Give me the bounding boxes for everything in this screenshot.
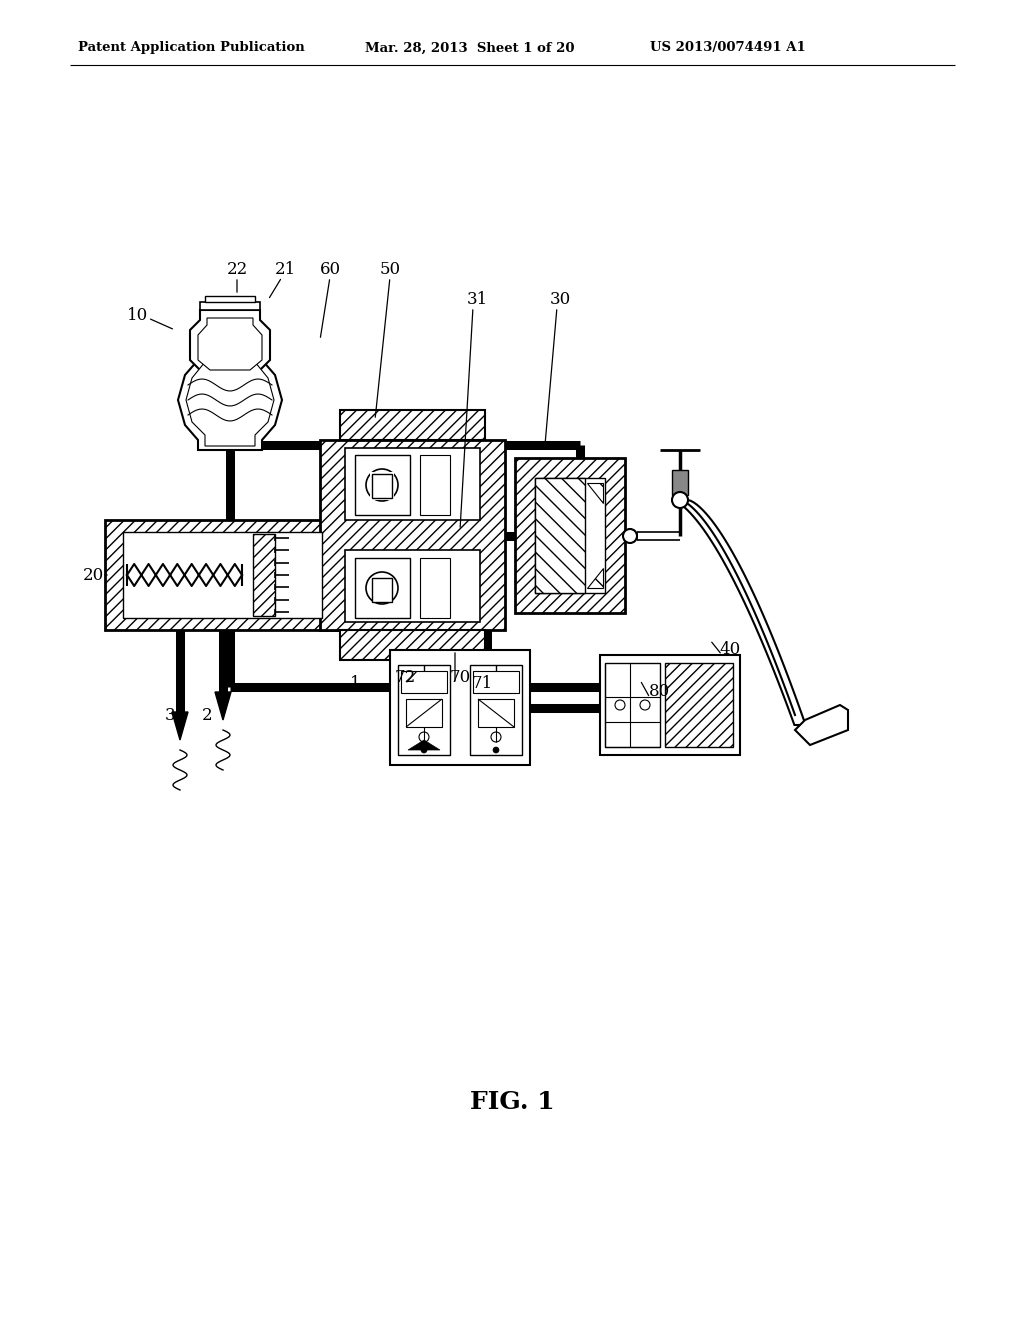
Text: Patent Application Publication: Patent Application Publication xyxy=(78,41,305,54)
Text: 1: 1 xyxy=(349,676,360,693)
Polygon shape xyxy=(672,500,806,725)
Bar xyxy=(105,520,340,630)
Text: FIG. 1: FIG. 1 xyxy=(470,1090,554,1114)
Circle shape xyxy=(421,747,427,752)
Text: 31: 31 xyxy=(466,292,487,309)
Bar xyxy=(478,700,514,727)
Circle shape xyxy=(366,572,398,605)
Polygon shape xyxy=(408,741,440,750)
Text: Mar. 28, 2013  Sheet 1 of 20: Mar. 28, 2013 Sheet 1 of 20 xyxy=(365,41,574,54)
Bar xyxy=(205,296,255,302)
Polygon shape xyxy=(215,692,231,719)
Text: 71: 71 xyxy=(471,676,493,693)
Polygon shape xyxy=(190,310,270,375)
Bar xyxy=(535,478,605,593)
Polygon shape xyxy=(186,362,274,446)
Bar xyxy=(345,447,480,520)
Bar xyxy=(200,302,260,310)
Text: 30: 30 xyxy=(549,292,570,309)
Text: 60: 60 xyxy=(319,261,341,279)
Text: 70: 70 xyxy=(450,668,471,685)
Bar xyxy=(253,535,275,616)
Bar xyxy=(390,649,530,766)
Text: 2: 2 xyxy=(202,706,212,723)
Bar xyxy=(398,665,450,755)
Circle shape xyxy=(623,529,637,543)
Bar xyxy=(600,655,740,755)
Bar xyxy=(372,578,392,602)
Polygon shape xyxy=(178,360,282,450)
Bar xyxy=(372,474,392,498)
Circle shape xyxy=(419,733,429,742)
Circle shape xyxy=(672,492,688,508)
Bar xyxy=(340,630,485,660)
Circle shape xyxy=(615,700,625,710)
Bar xyxy=(345,550,480,622)
Bar xyxy=(123,532,322,618)
Bar xyxy=(535,478,585,593)
Bar xyxy=(515,458,625,612)
Text: 10: 10 xyxy=(127,306,148,323)
Bar xyxy=(370,473,394,500)
Bar xyxy=(665,663,733,747)
Text: 40: 40 xyxy=(720,642,740,659)
Circle shape xyxy=(493,747,499,752)
Bar xyxy=(473,671,519,693)
Bar xyxy=(340,411,485,440)
Circle shape xyxy=(640,700,650,710)
Circle shape xyxy=(490,733,501,742)
Polygon shape xyxy=(795,705,848,744)
Bar xyxy=(401,671,447,693)
Bar xyxy=(355,455,410,515)
Bar xyxy=(420,558,450,618)
Bar xyxy=(406,700,442,727)
Bar xyxy=(672,470,688,495)
Text: 21: 21 xyxy=(274,261,296,279)
Bar xyxy=(355,558,410,618)
Text: 20: 20 xyxy=(82,566,103,583)
Circle shape xyxy=(366,469,398,502)
Polygon shape xyxy=(172,711,188,741)
Text: 50: 50 xyxy=(380,261,400,279)
Text: US 2013/0074491 A1: US 2013/0074491 A1 xyxy=(650,41,806,54)
Bar xyxy=(605,663,660,747)
Bar xyxy=(420,455,450,515)
Bar xyxy=(319,440,505,630)
Text: 80: 80 xyxy=(649,684,671,701)
Text: 22: 22 xyxy=(226,261,248,279)
Polygon shape xyxy=(198,318,262,370)
Text: 72: 72 xyxy=(394,668,416,685)
Polygon shape xyxy=(587,483,603,503)
Text: 3: 3 xyxy=(165,706,175,723)
Bar xyxy=(470,665,522,755)
Polygon shape xyxy=(587,568,603,587)
